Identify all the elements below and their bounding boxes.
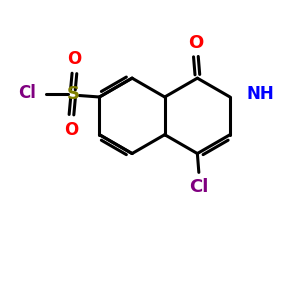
Text: O: O bbox=[67, 50, 82, 68]
Text: Cl: Cl bbox=[189, 178, 208, 196]
Text: O: O bbox=[188, 34, 203, 52]
Text: Cl: Cl bbox=[18, 84, 36, 102]
Text: S: S bbox=[66, 85, 80, 103]
Text: O: O bbox=[64, 121, 79, 139]
Text: NH: NH bbox=[246, 85, 274, 103]
